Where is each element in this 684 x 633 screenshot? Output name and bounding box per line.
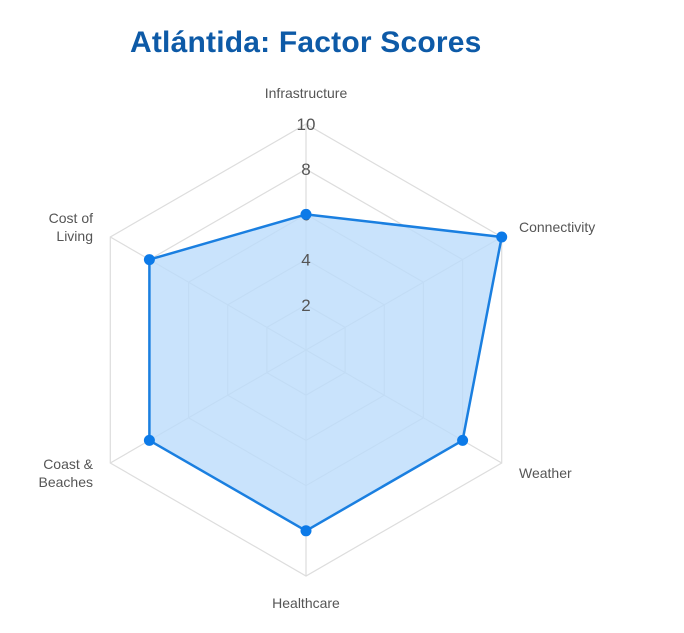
tick-label: 4	[301, 251, 310, 270]
axis-label-line: Cost of	[49, 210, 93, 226]
axis-label: Connectivity	[519, 219, 595, 235]
axis-label-line: Beaches	[39, 474, 93, 490]
tick-label: 10	[297, 115, 316, 134]
axis-label-line: Coast &	[43, 456, 93, 472]
tick-label: 8	[301, 160, 310, 179]
axis-labels: Infrastructure Connectivity Weather Healthc…	[39, 85, 596, 611]
data-point[interactable]	[496, 231, 508, 243]
data-point[interactable]	[143, 434, 155, 446]
data-point[interactable]	[457, 434, 469, 446]
axis-label-line: Living	[56, 228, 93, 244]
chart-title: Atlántida: Factor Scores	[130, 26, 482, 59]
radar-points	[143, 208, 508, 537]
axis-label: Infrastructure	[265, 85, 348, 101]
series-area	[148, 213, 503, 533]
radar-series	[148, 213, 503, 533]
axis-label-line: Weather	[519, 465, 572, 481]
axis-label-line: Connectivity	[519, 219, 595, 235]
axis-label-line: Infrastructure	[265, 85, 348, 101]
data-point[interactable]	[300, 208, 312, 220]
axis-label: Weather	[519, 465, 572, 481]
tick-label: 2	[301, 296, 310, 315]
axis-label: Cost of Living	[49, 210, 93, 244]
axis-label: Coast & Beaches	[39, 456, 94, 490]
axis-label: Healthcare	[272, 595, 340, 611]
data-point[interactable]	[143, 254, 155, 266]
data-point[interactable]	[300, 525, 312, 537]
axis-label-line: Healthcare	[272, 595, 340, 611]
